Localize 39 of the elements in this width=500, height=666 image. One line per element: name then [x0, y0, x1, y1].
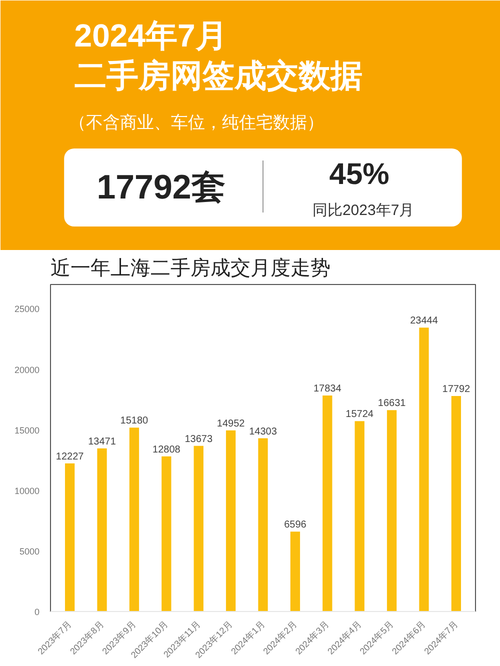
- bar: [290, 532, 300, 612]
- y-tick-label: 10000: [14, 486, 40, 496]
- y-tick-label: 0: [34, 607, 40, 617]
- bar: [451, 396, 462, 612]
- bar: [419, 328, 429, 612]
- text: 二手房网签成交数据: [74, 58, 362, 94]
- data-label: 15180: [120, 416, 149, 427]
- bar: [97, 448, 107, 612]
- text: 近一年上海二手房成交月度走势: [50, 258, 330, 280]
- text: 17792套: [96, 168, 226, 206]
- y-tick-label: 15000: [14, 425, 40, 436]
- data-label: 17834: [313, 384, 342, 395]
- text: 45%: [329, 158, 390, 191]
- data-label: 6596: [284, 520, 307, 531]
- data-label: 17792: [442, 384, 471, 396]
- bar: [226, 430, 236, 612]
- bar: [129, 428, 140, 612]
- bar: [194, 446, 204, 612]
- data-label: 13471: [88, 436, 116, 448]
- bar: [386, 410, 397, 612]
- bar: [162, 456, 172, 612]
- chart-title: 2024年7月: [74, 18, 228, 54]
- data-label: 16631: [378, 398, 406, 410]
- bar: [64, 463, 75, 612]
- data-label: 14952: [216, 418, 246, 430]
- text: 同比2023年7月: [312, 202, 414, 219]
- data-label: 13673: [184, 434, 213, 445]
- bar: [258, 438, 268, 612]
- y-tick-label: 25000: [14, 304, 40, 314]
- data-label: 23444: [410, 316, 438, 327]
- data-label: 14303: [249, 426, 278, 438]
- y-tick-label: 5000: [19, 546, 40, 556]
- bar: [354, 421, 364, 612]
- bar: [322, 396, 332, 612]
- data-label: 15724: [346, 409, 374, 420]
- y-tick-label: 20000: [14, 364, 40, 375]
- data-label: 12808: [152, 444, 181, 456]
- data-label: 12227: [56, 451, 84, 462]
- chart-subtitle: （不含商业、车位，纯住宅数据）: [69, 113, 324, 132]
